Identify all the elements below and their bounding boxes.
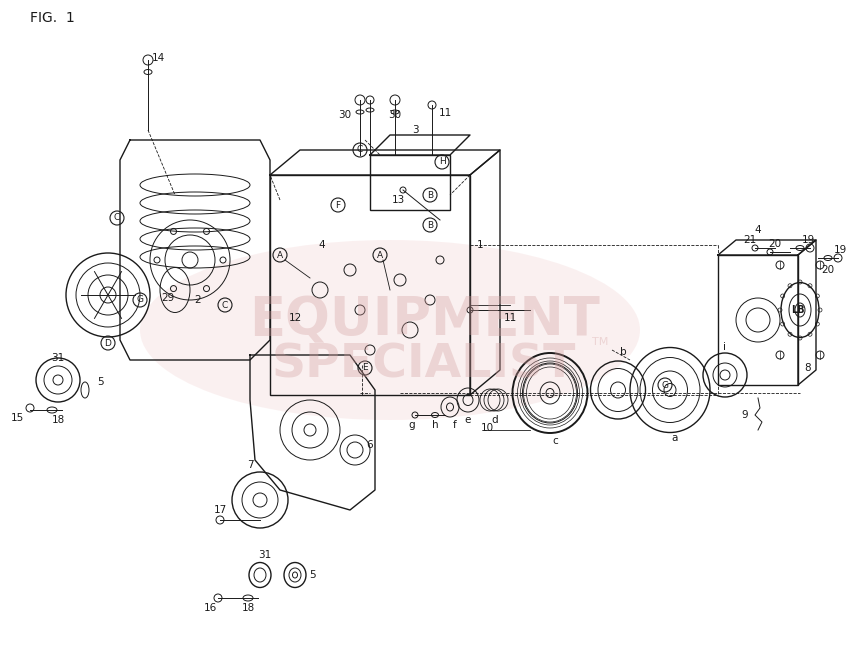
Text: A: A <box>377 250 383 259</box>
Text: SPECIALIST: SPECIALIST <box>272 342 576 388</box>
Text: 16: 16 <box>204 603 216 613</box>
Text: EQUIPMENT: EQUIPMENT <box>248 294 600 346</box>
Text: b: b <box>620 347 627 357</box>
Bar <box>370 155 450 210</box>
Text: A: A <box>277 250 283 259</box>
Text: F: F <box>336 201 341 210</box>
Text: h: h <box>432 420 438 430</box>
Text: G: G <box>661 381 668 390</box>
Text: 11: 11 <box>438 108 452 118</box>
Ellipse shape <box>140 240 640 420</box>
Text: 20: 20 <box>822 265 834 275</box>
Text: 31: 31 <box>259 550 271 560</box>
Text: 20: 20 <box>768 239 782 249</box>
Bar <box>270 175 470 395</box>
Text: 19: 19 <box>834 245 846 255</box>
Text: 3: 3 <box>411 125 418 135</box>
Text: 30: 30 <box>388 110 402 120</box>
Text: 2: 2 <box>195 295 201 305</box>
Text: G: G <box>137 295 143 304</box>
Text: 11: 11 <box>504 313 516 323</box>
Text: 6: 6 <box>366 440 373 450</box>
Text: 10: 10 <box>481 423 494 433</box>
Text: LB: LB <box>791 305 805 315</box>
Text: f: f <box>453 420 457 430</box>
Text: C: C <box>222 301 228 310</box>
Text: 18: 18 <box>52 415 64 425</box>
Text: c: c <box>552 436 558 446</box>
Text: 14: 14 <box>152 53 165 63</box>
Text: e: e <box>465 415 471 425</box>
Text: i: i <box>723 342 727 352</box>
Text: TM: TM <box>592 337 608 347</box>
Text: 9: 9 <box>742 410 748 420</box>
Text: 29: 29 <box>161 293 175 303</box>
Text: FIG.  1: FIG. 1 <box>30 11 75 25</box>
Text: E: E <box>362 364 368 373</box>
Text: 1: 1 <box>477 240 483 250</box>
Text: d: d <box>492 415 499 425</box>
Text: 5: 5 <box>97 377 103 387</box>
Text: 18: 18 <box>242 603 254 613</box>
Text: 12: 12 <box>288 313 302 323</box>
Text: 15: 15 <box>10 413 24 423</box>
Text: 5: 5 <box>310 570 316 580</box>
Text: 8: 8 <box>805 363 812 373</box>
Text: 31: 31 <box>52 353 64 363</box>
Text: B: B <box>427 190 433 199</box>
Text: C: C <box>357 146 363 155</box>
Bar <box>718 255 798 385</box>
Text: a: a <box>672 433 678 443</box>
Text: 4: 4 <box>755 225 762 235</box>
Text: C: C <box>114 213 120 223</box>
Text: 13: 13 <box>392 195 404 205</box>
Text: 4: 4 <box>319 240 326 250</box>
Text: 30: 30 <box>338 110 352 120</box>
Text: B: B <box>427 221 433 230</box>
Text: 21: 21 <box>744 235 756 245</box>
Text: D: D <box>104 339 111 348</box>
Text: 19: 19 <box>801 235 815 245</box>
Text: 17: 17 <box>214 505 226 515</box>
Text: 7: 7 <box>247 460 254 470</box>
Text: g: g <box>409 420 416 430</box>
Text: H: H <box>438 157 445 166</box>
